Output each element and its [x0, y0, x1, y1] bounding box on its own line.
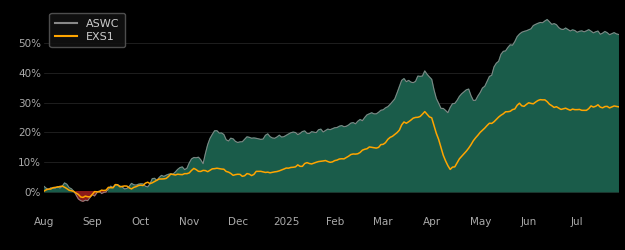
Legend: ASWC, EXS1: ASWC, EXS1	[49, 13, 125, 48]
